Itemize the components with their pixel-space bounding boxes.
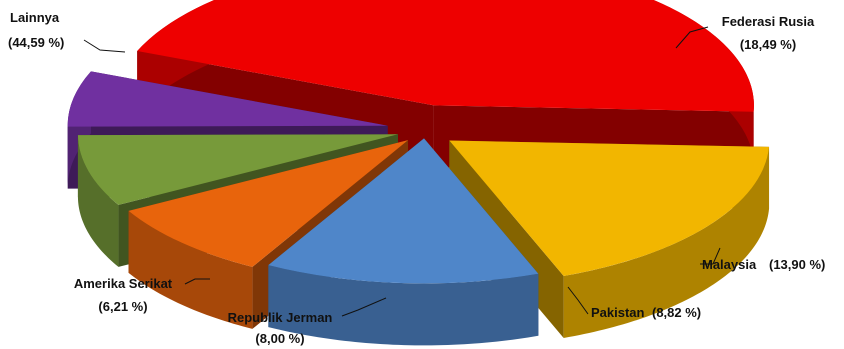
leader-line-republik-jerman (341, 297, 387, 317)
slice-top-federasi-rusia (449, 140, 770, 276)
slice-top-malaysia (268, 138, 539, 284)
label-malaysia-pct: (13,90 %) (769, 257, 825, 272)
slice-top-pakistan (128, 140, 409, 267)
slice-top-republik-jerman (77, 134, 398, 205)
leader-line-lainnya (83, 39, 126, 53)
slice-outer-wall-malaysia (268, 265, 539, 346)
label-amerika-serikat-name: Amerika Serikat (74, 276, 173, 291)
slice-outer-wall-federasi-rusia (563, 146, 770, 338)
label-republik-jerman-name: Republik Jerman (228, 310, 333, 325)
leader-line-pakistan (567, 286, 589, 315)
slice-top-lainnya (137, 0, 754, 112)
pie-slices (67, 0, 770, 346)
label-pakistan-name: Pakistan (591, 305, 645, 320)
label-lainnya-pct: (44,59 %) (8, 35, 64, 50)
label-lainnya-name: Lainnya (10, 10, 60, 25)
label-republik-jerman-pct: (8,00 %) (255, 331, 304, 346)
slice-outer-wall-pakistan (128, 210, 253, 329)
label-pakistan-pct: (8,82 %) (652, 305, 701, 320)
slice-top-amerika-serikat (67, 71, 388, 127)
label-malaysia-name: Malaysia (702, 257, 757, 272)
label-amerika-serikat-pct: (6,21 %) (98, 299, 147, 314)
label-federasi-rusia-name: Federasi Rusia (722, 14, 815, 29)
leader-line-federasi-rusia (675, 26, 709, 49)
label-federasi-rusia-pct: (18,49 %) (740, 37, 796, 52)
leader-line-malaysia (700, 247, 721, 265)
slice-outer-wall-republik-jerman (77, 135, 119, 267)
slice-malaysia (268, 138, 539, 346)
leader-line-amerika-serikat (184, 278, 210, 285)
